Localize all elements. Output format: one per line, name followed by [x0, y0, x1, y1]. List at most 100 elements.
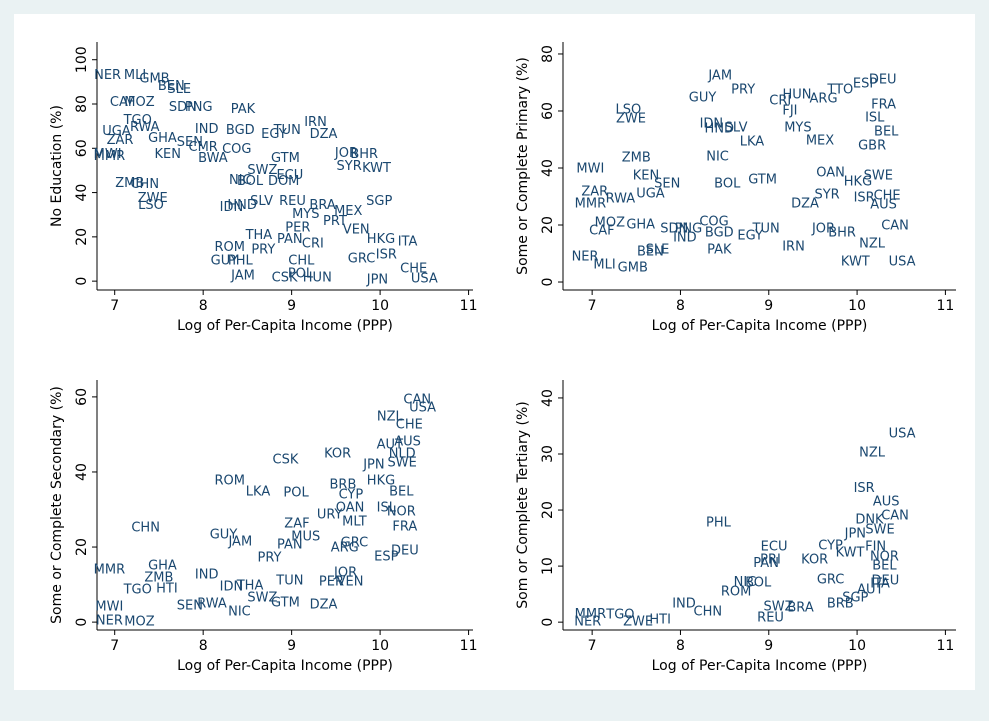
- country-point: CAN: [881, 219, 909, 234]
- country-point: DEU: [391, 544, 419, 559]
- country-point: TUN: [275, 574, 303, 589]
- country-point: GTM: [748, 172, 777, 187]
- country-point: GRC: [348, 252, 376, 267]
- country-point: FIN: [865, 540, 886, 555]
- country-point: HKG: [367, 473, 395, 488]
- country-point: ZAR: [581, 184, 608, 199]
- country-point: GHA: [148, 131, 177, 146]
- country-point: AUT: [377, 437, 403, 452]
- country-point: HKG: [367, 232, 395, 247]
- country-point: PHL: [706, 515, 732, 530]
- country-point: ROM: [214, 240, 244, 255]
- country-point: PRY: [251, 243, 275, 258]
- country-point: PAK: [231, 102, 256, 117]
- x-tick-label: 7: [110, 638, 119, 654]
- country-point: SDN: [169, 100, 197, 115]
- x-tick-label: 8: [676, 298, 685, 314]
- x-tick-label: 8: [199, 298, 208, 314]
- country-point: ZMB: [622, 151, 651, 166]
- country-point: CSK: [272, 271, 298, 286]
- country-point: NER: [96, 613, 123, 628]
- country-point: BOL: [237, 174, 264, 189]
- country-point: JOR: [333, 565, 357, 580]
- country-point: USA: [411, 272, 438, 287]
- country-point: MMR: [575, 196, 606, 211]
- country-point: HUN: [783, 88, 812, 103]
- country-point: ZWE: [623, 615, 653, 630]
- country-point: PAN: [753, 556, 779, 571]
- country-point: ISL: [865, 111, 885, 126]
- country-point: JPN: [362, 457, 384, 472]
- country-point: VEN: [343, 223, 370, 238]
- country-point: GTM: [271, 151, 300, 166]
- country-point: NZL: [859, 237, 886, 252]
- country-point: SYR: [814, 188, 839, 203]
- country-point: SLE: [167, 82, 191, 97]
- country-point: ISR: [854, 190, 875, 205]
- country-point: LKA: [740, 135, 765, 150]
- country-point: GMB: [618, 261, 648, 276]
- country-point: TGO: [123, 583, 152, 598]
- country-point: CHN: [130, 177, 159, 192]
- country-point: NIC: [706, 149, 729, 164]
- country-point: ZWE: [138, 191, 168, 206]
- country-point: NZL: [859, 445, 886, 460]
- country-point: PNG: [185, 100, 213, 115]
- y-tick-label: 20: [74, 538, 90, 556]
- country-point: SDN: [660, 221, 688, 236]
- country-point: FRA: [871, 97, 896, 112]
- country-point: KOR: [324, 446, 351, 461]
- x-tick-label: 7: [588, 298, 597, 314]
- country-point: RWA: [130, 120, 160, 135]
- country-point: POL: [288, 267, 314, 282]
- country-point: MMR: [575, 607, 606, 622]
- country-point: ZAR: [107, 133, 134, 148]
- country-point: NER: [574, 615, 601, 630]
- country-point: PAN: [277, 538, 303, 553]
- country-point: MLT: [342, 514, 367, 529]
- country-point: NIC: [228, 604, 251, 619]
- country-point: CAN: [403, 392, 431, 407]
- country-point: ZWE: [616, 111, 646, 126]
- x-tick-label: 11: [936, 298, 954, 314]
- country-point: SWE: [388, 455, 417, 470]
- y-tick-label: 100: [74, 46, 90, 73]
- country-point: GHA: [148, 559, 177, 574]
- country-point: BEN: [637, 245, 664, 260]
- country-point: MEX: [806, 133, 834, 148]
- country-point: MMR: [94, 562, 125, 577]
- country-point: SEN: [654, 176, 680, 191]
- country-point: AUS: [873, 495, 900, 510]
- country-point: ITA: [398, 235, 418, 250]
- country-point: CHE: [396, 418, 423, 433]
- country-point: PNG: [675, 221, 703, 236]
- country-point: LKA: [246, 484, 271, 499]
- y-tick-label: 40: [74, 184, 90, 202]
- country-point: KWT: [836, 546, 865, 561]
- y-axis-title: No Education (%): [49, 105, 65, 227]
- country-point: IND: [672, 597, 696, 612]
- country-point: HKG: [844, 174, 872, 189]
- country-point: TGO: [123, 113, 152, 128]
- y-tick-label: 60: [74, 139, 90, 157]
- x-tick-label: 10: [848, 638, 866, 654]
- country-point: DOM: [268, 174, 299, 189]
- x-tick-label: 11: [936, 638, 954, 654]
- country-point: EGY: [261, 127, 287, 142]
- country-point: MUS: [291, 529, 320, 544]
- country-point: BEL: [874, 125, 899, 140]
- country-point: KEN: [633, 168, 659, 183]
- country-point: MLI: [593, 257, 615, 272]
- x-axis-title: Log of Per-Capita Income (PPP): [652, 318, 868, 334]
- country-point: UGA: [102, 124, 131, 139]
- country-point: ESP: [853, 76, 877, 91]
- country-point: GUY: [689, 90, 717, 105]
- country-point: SLV: [725, 121, 748, 136]
- y-tick-label: 60: [540, 102, 556, 120]
- country-point: ESP: [374, 550, 398, 565]
- country-point: BRB: [827, 597, 854, 612]
- country-point: ISR: [376, 248, 397, 263]
- country-point: ECU: [761, 540, 788, 555]
- country-point: JPN: [844, 527, 866, 542]
- country-point: GUY: [210, 528, 238, 543]
